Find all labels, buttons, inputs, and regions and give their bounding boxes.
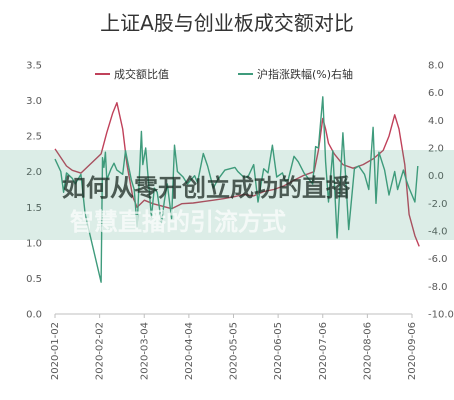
right-tick-label: -4.0 — [428, 227, 448, 238]
left-tick-label: 1.5 — [26, 203, 42, 214]
left-tick-label: 3.5 — [26, 61, 42, 72]
left-tick-label: 0.0 — [26, 310, 42, 321]
right-tick-label: 6.0 — [428, 88, 444, 99]
right-tick-label: -2.0 — [428, 199, 448, 210]
legend-label-ratio: 成交额比值 — [114, 67, 169, 81]
series-layer — [54, 96, 420, 283]
left-tick-label: 0.5 — [26, 274, 42, 285]
left-tick-label: 2.5 — [26, 132, 42, 143]
x-tick-label: 2020-06-05 — [273, 322, 284, 380]
x-tick-label: 2020-01-02 — [50, 322, 61, 380]
chart-title: 上证A股与创业板成交额对比 — [100, 11, 354, 35]
x-tick-label: 2020-04-04 — [184, 322, 195, 380]
left-axis: 0.0 0.5 1.0 1.5 2.0 2.5 3.0 3.5 — [26, 61, 42, 321]
x-tick-label: 2020-09-06 — [407, 322, 418, 380]
right-axis: -10.0 -8.0 -6.0 -4.0 -2.0 0.0 2.0 4.0 6.0 8.0 — [428, 61, 454, 321]
watermark-overlay: 如何从零开创立成功的直播 智慧直播的引流方式 — [0, 150, 454, 240]
right-tick-label: -8.0 — [428, 282, 448, 293]
watermark-line-1: 如何从零开创立成功的直播 — [62, 174, 351, 202]
legend: 成交额比值 沪指涨跌幅(%)右轴 — [95, 67, 353, 81]
right-tick-label: 4.0 — [428, 116, 444, 127]
right-tick-label: 8.0 — [428, 61, 444, 72]
left-tick-label: 2.0 — [26, 167, 42, 178]
watermark-line-2: 智慧直播的引流方式 — [70, 208, 286, 236]
right-tick-label: -10.0 — [428, 310, 454, 321]
x-tick-label: 2020-08-06 — [362, 322, 373, 380]
x-axis: 2020-01-02 2020-02-02 2020-03-04 2020-04-04… — [50, 314, 418, 380]
right-tick-label: 2.0 — [428, 144, 444, 155]
watermark-band — [0, 150, 454, 240]
legend-label-shindex: 沪指涨跌幅(%)右轴 — [257, 67, 353, 81]
x-tick-label: 2020-02-02 — [95, 322, 106, 380]
x-tick-label: 2020-03-04 — [139, 322, 150, 380]
left-tick-label: 1.0 — [26, 238, 42, 249]
left-tick-label: 3.0 — [26, 96, 42, 107]
x-tick-label: 2020-05-05 — [229, 322, 240, 380]
series-line-shindex — [54, 96, 419, 283]
right-tick-label: -6.0 — [428, 254, 448, 265]
right-tick-label: 0.0 — [428, 171, 444, 182]
x-tick-label: 2020-07-06 — [318, 322, 329, 380]
